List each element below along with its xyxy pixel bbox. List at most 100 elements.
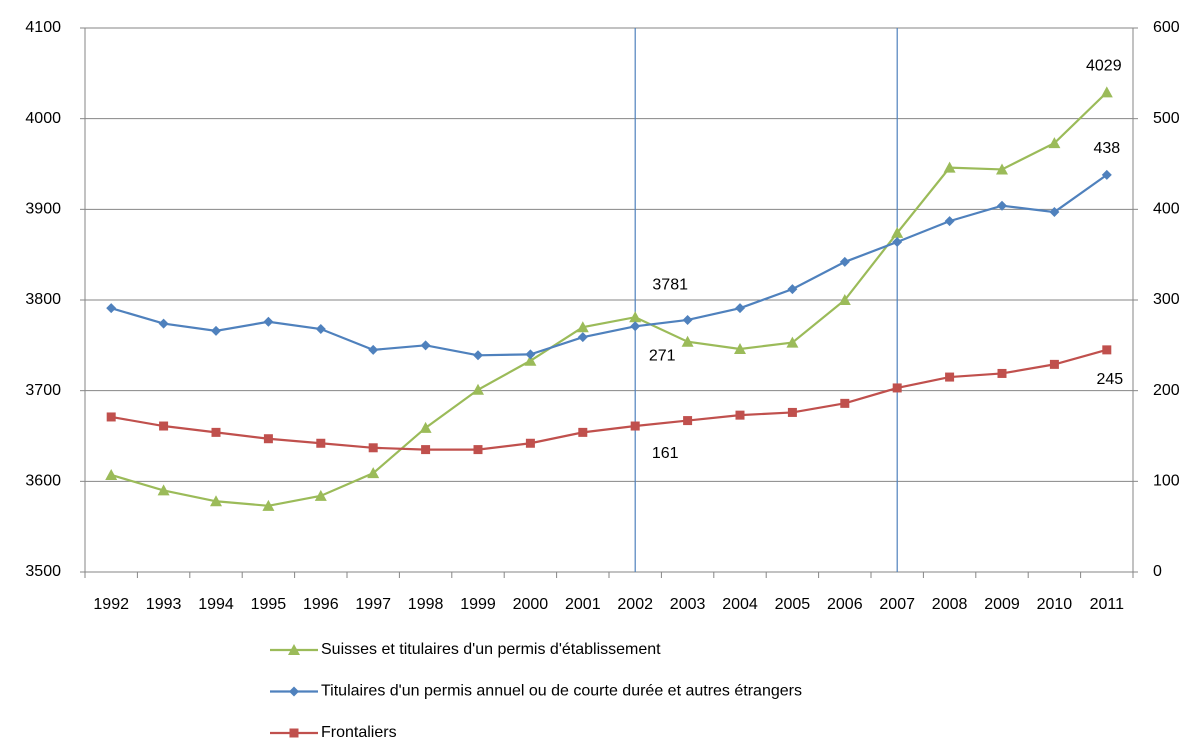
point-marker [1049, 207, 1060, 218]
data-label: 271 [649, 348, 676, 365]
point-marker [368, 443, 378, 453]
point-marker [106, 303, 117, 314]
y2-tick-label: 200 [1153, 382, 1180, 399]
x-tick-label: 2007 [879, 596, 915, 613]
legend-label: Frontaliers [321, 724, 397, 740]
x-tick-label: 2003 [670, 596, 706, 613]
point-marker [838, 294, 851, 305]
point-marker [997, 200, 1007, 211]
point-marker [892, 383, 902, 393]
y2-tick-label: 100 [1153, 473, 1180, 490]
point-marker [315, 324, 326, 335]
x-tick-label: 1997 [355, 596, 391, 613]
point-marker [997, 368, 1007, 378]
point-marker [210, 495, 222, 507]
point-marker [525, 349, 536, 360]
x-tick-label: 2008 [932, 596, 968, 613]
point-marker [578, 427, 588, 437]
legend-marker [288, 644, 300, 655]
point-marker [263, 434, 273, 444]
x-tick-label: 1996 [303, 596, 339, 613]
x-tick-label: 1995 [251, 596, 287, 613]
data-label: 4029 [1086, 58, 1122, 75]
point-marker [891, 226, 904, 238]
point-marker [943, 161, 956, 173]
data-label: 3781 [652, 276, 688, 293]
x-tick-label: 2011 [1090, 596, 1125, 613]
x-tick-label: 1994 [198, 596, 234, 613]
series-line [110, 91, 1108, 507]
y-tick-label: 3600 [25, 473, 61, 490]
x-tick-label: 2009 [984, 596, 1020, 613]
point-marker [630, 321, 641, 332]
y2-tick-label: 400 [1153, 201, 1180, 218]
y-tick-label: 3800 [25, 291, 61, 308]
legend-label: Titulaires d'un permis annuel ou de cour… [321, 683, 802, 700]
point-marker [158, 318, 169, 329]
point-marker [735, 410, 745, 420]
point-marker [263, 316, 274, 327]
point-marker [735, 303, 745, 314]
point-marker [314, 489, 327, 501]
point-marker [159, 421, 169, 431]
point-marker [630, 421, 640, 431]
x-tick-label: 2002 [617, 596, 653, 613]
point-marker [1048, 137, 1061, 149]
point-marker [105, 468, 118, 480]
data-label: 245 [1096, 371, 1123, 388]
data-label: 438 [1093, 140, 1120, 157]
y2-tick-label: 500 [1153, 110, 1180, 127]
y2-tick-label: 600 [1153, 19, 1180, 36]
point-marker [421, 445, 431, 455]
x-tick-label: 2005 [775, 596, 811, 613]
point-marker [211, 427, 221, 437]
point-marker [420, 340, 431, 351]
series-line [110, 173, 1108, 357]
point-marker [525, 438, 535, 448]
point-marker [996, 163, 1008, 175]
x-tick-label: 2010 [1037, 596, 1073, 613]
legend-label: Suisses et titulaires d'un permis d'étab… [321, 641, 661, 658]
point-marker [945, 372, 955, 382]
point-marker [419, 421, 432, 433]
point-marker [473, 350, 483, 361]
point-marker [944, 216, 955, 227]
data-label: 161 [652, 445, 679, 462]
y-tick-label: 3700 [25, 382, 61, 399]
point-marker [367, 467, 380, 479]
point-marker [106, 412, 116, 422]
point-marker [787, 407, 797, 417]
y-tick-label: 3500 [25, 563, 61, 580]
point-marker [629, 311, 642, 323]
x-tick-label: 1999 [460, 596, 496, 613]
point-marker [683, 416, 693, 426]
x-tick-label: 1992 [93, 596, 129, 613]
point-marker [892, 236, 903, 247]
point-marker [577, 332, 588, 343]
point-marker [524, 354, 537, 366]
point-marker [262, 499, 275, 511]
x-tick-label: 1998 [408, 596, 444, 613]
point-marker [734, 342, 746, 354]
y2-tick-label: 300 [1153, 291, 1180, 308]
point-marker [1102, 345, 1112, 355]
legend-marker [289, 686, 299, 697]
point-marker [840, 398, 850, 408]
point-marker [211, 325, 221, 336]
point-marker [787, 284, 798, 295]
y-tick-label: 4000 [25, 110, 61, 127]
point-marker [157, 484, 170, 496]
y2-tick-label: 0 [1153, 563, 1162, 580]
point-marker [839, 256, 850, 267]
point-marker [472, 383, 484, 395]
y-tick-label: 3900 [25, 201, 61, 218]
point-marker [1049, 359, 1059, 369]
x-tick-label: 2000 [513, 596, 549, 613]
x-tick-label: 2001 [565, 596, 601, 613]
x-tick-label: 1993 [146, 596, 182, 613]
y-tick-label: 4100 [25, 19, 61, 36]
point-marker [681, 335, 694, 347]
point-marker [316, 438, 326, 448]
x-tick-label: 2006 [827, 596, 863, 613]
point-marker [1100, 86, 1113, 98]
